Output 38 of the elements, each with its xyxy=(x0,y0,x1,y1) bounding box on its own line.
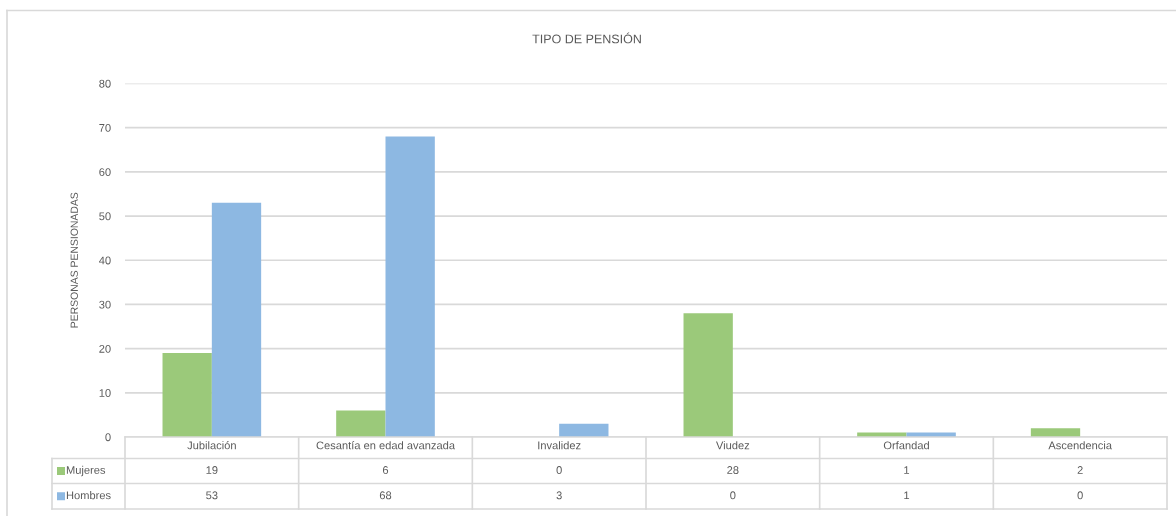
data-label: 0 xyxy=(730,491,736,500)
legend-label: Hombres xyxy=(66,491,111,500)
legend-label: Mujeres xyxy=(66,465,106,477)
x-tick-label: Cesantía en edad avanzada xyxy=(316,441,455,450)
x-tick-label: Orfandad xyxy=(883,441,929,450)
data-label: 1 xyxy=(904,491,910,500)
y-axis-title: PERSONAS PENSIONADAS xyxy=(70,192,78,328)
data-label: 0 xyxy=(556,466,562,474)
y-tick-label: 60 xyxy=(99,168,111,177)
data-label: 0 xyxy=(1077,491,1083,500)
y-tick-label: 40 xyxy=(99,256,111,265)
y-tick-label: 30 xyxy=(99,300,111,309)
data-label: 3 xyxy=(556,491,562,500)
x-tick-label: Invalidez xyxy=(538,441,581,450)
bar xyxy=(336,410,386,437)
bar xyxy=(162,353,212,437)
bar xyxy=(559,423,609,437)
y-tick-label: 20 xyxy=(99,344,111,353)
data-label: 19 xyxy=(206,466,218,474)
y-tick-label: 10 xyxy=(99,389,111,397)
x-tick-label: Jubilación xyxy=(187,441,236,450)
x-tick-label: Ascendencia xyxy=(1048,441,1112,450)
y-tick-label: 70 xyxy=(99,123,111,132)
data-label: 2 xyxy=(1077,466,1083,474)
data-label: 28 xyxy=(727,466,739,474)
bar xyxy=(211,202,262,437)
data-label: 6 xyxy=(382,466,389,474)
bar xyxy=(1030,428,1081,437)
data-label: 1 xyxy=(904,466,910,474)
y-tick-label: 50 xyxy=(99,212,111,221)
chart-title: TIPO DE PENSIÓN xyxy=(532,32,641,44)
bar xyxy=(683,313,733,437)
y-tick-label: 0 xyxy=(105,433,111,442)
data-label: 53 xyxy=(206,491,218,500)
y-tick-label: 80 xyxy=(99,79,111,88)
bar xyxy=(385,136,435,437)
x-tick-label: Viudez xyxy=(715,441,750,450)
data-label: 68 xyxy=(379,491,392,500)
